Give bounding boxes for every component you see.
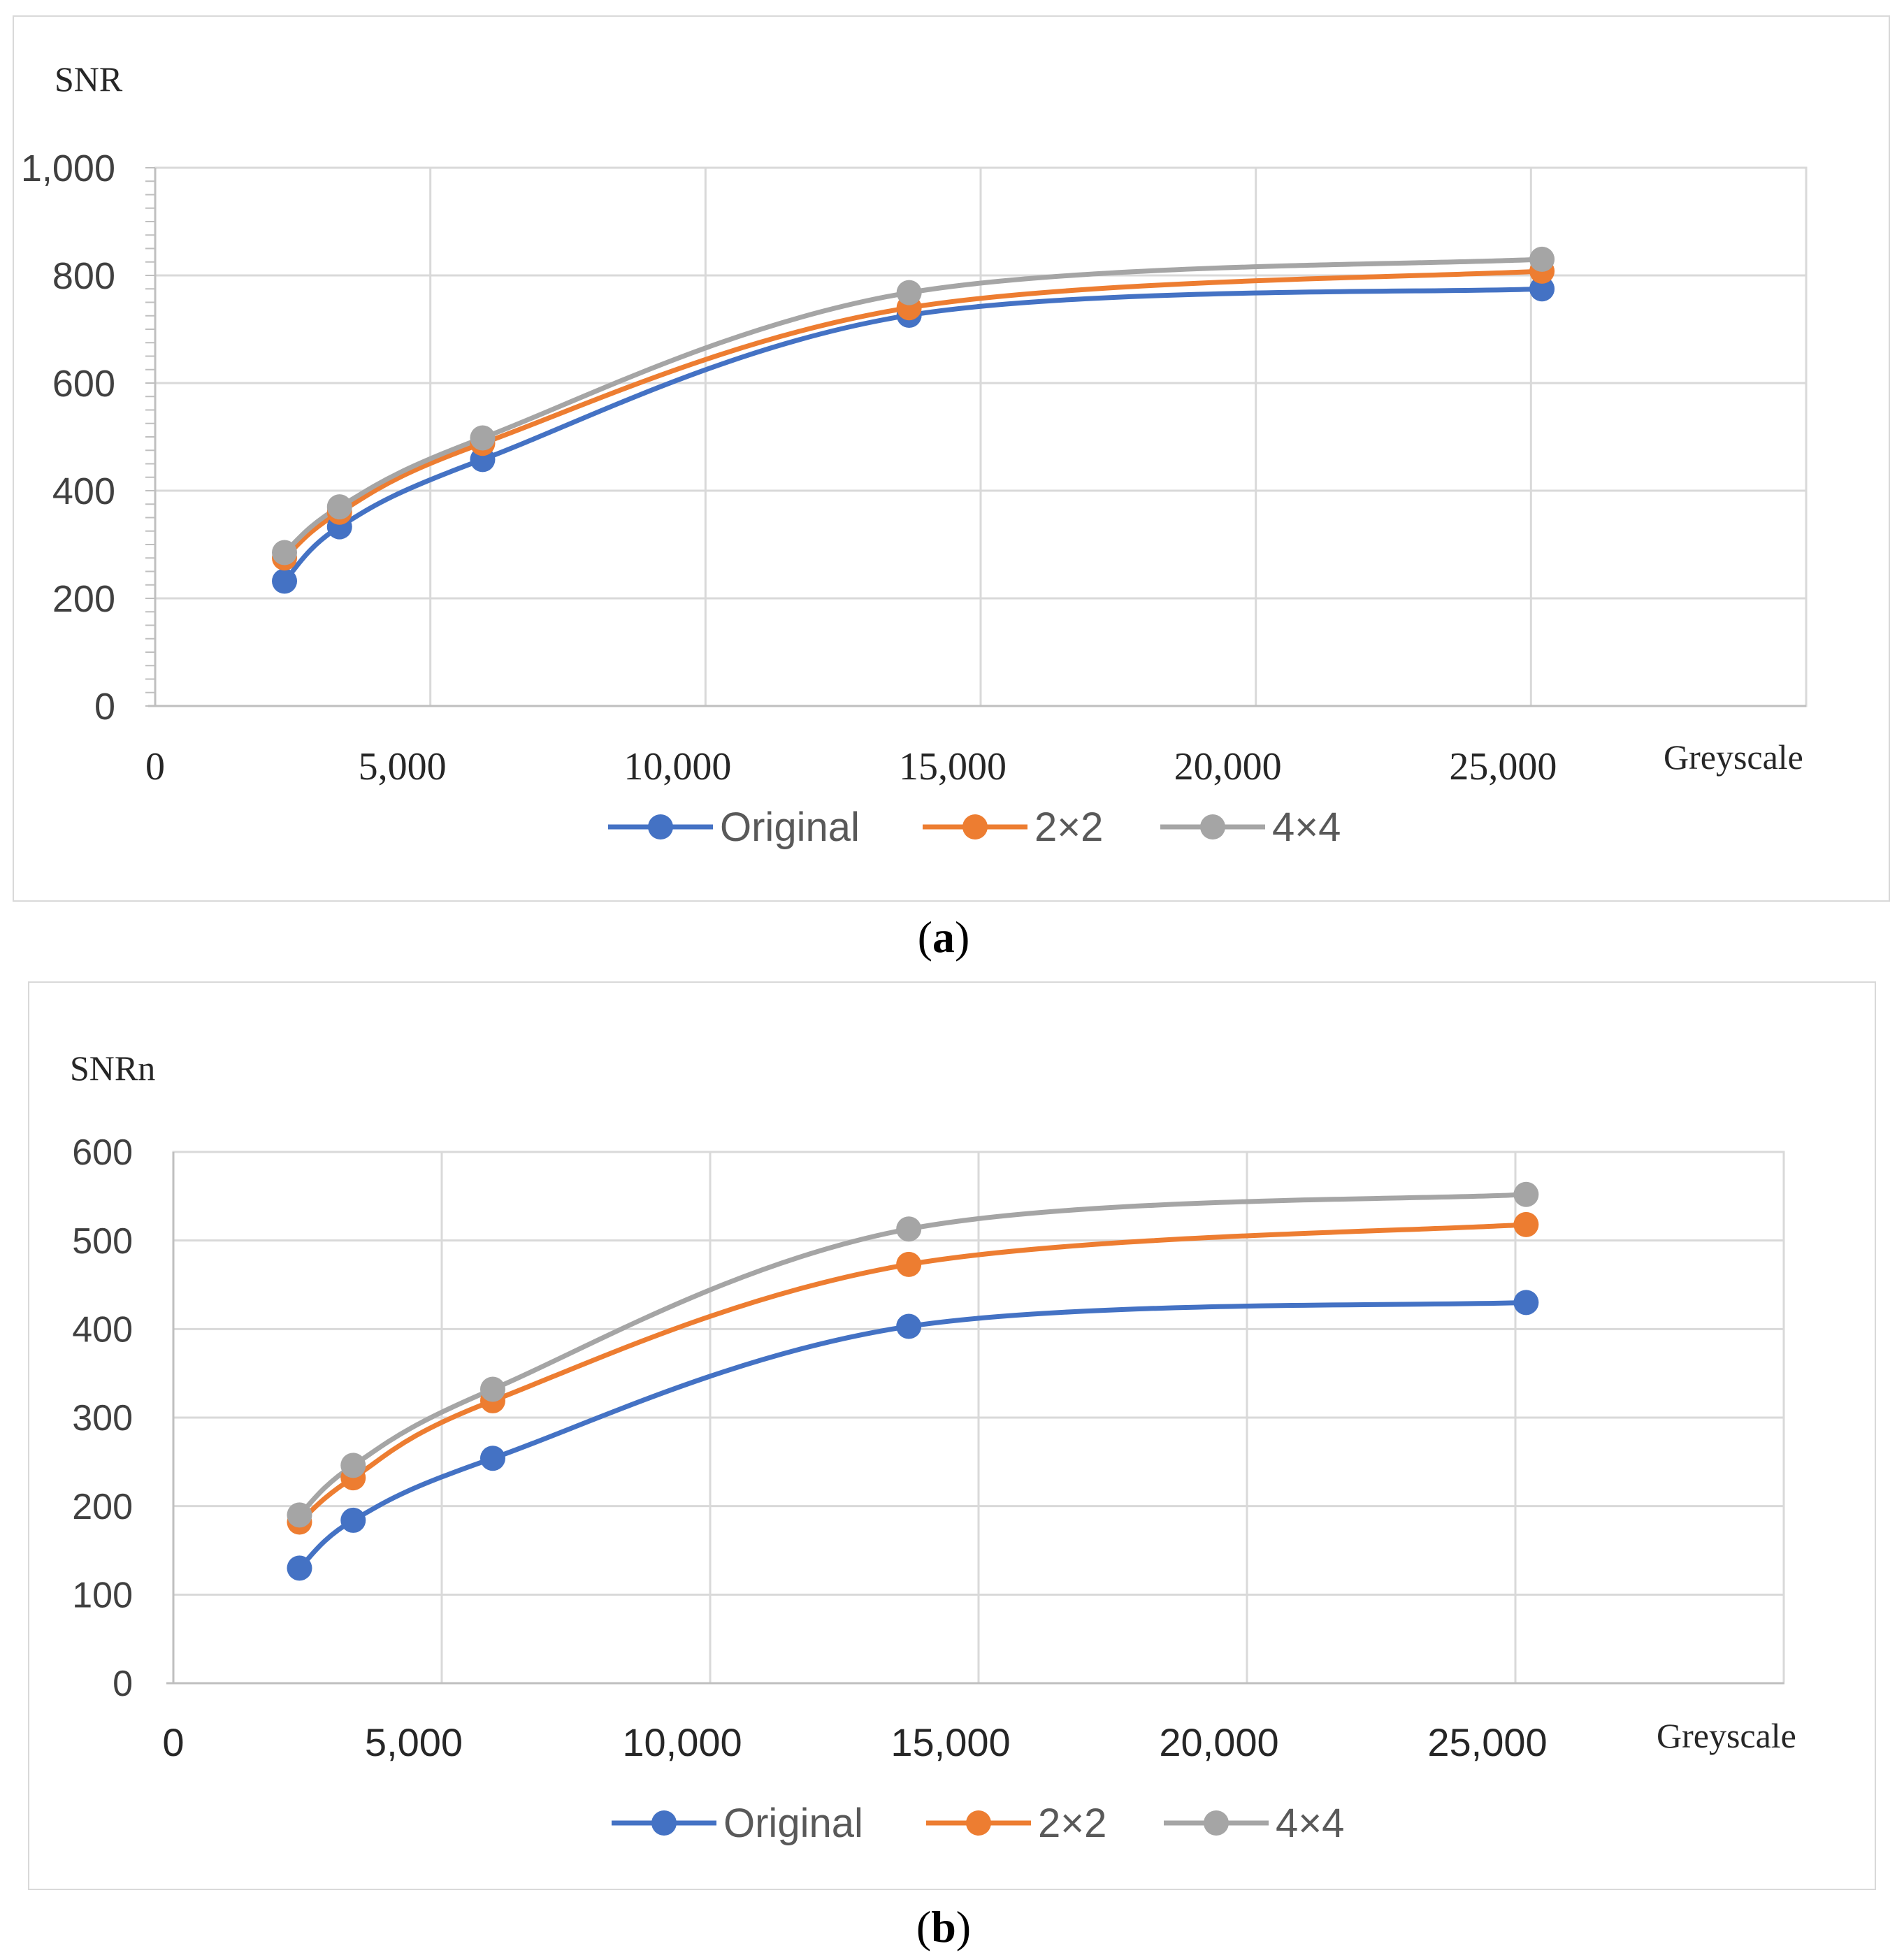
chart-b-series-0-point xyxy=(896,1313,922,1339)
chart-b-series-2-point xyxy=(479,1376,505,1402)
chart-a-x-tick-label: 5,000 xyxy=(359,745,447,788)
chart-a-legend-label-0: Original xyxy=(720,805,860,850)
chart-panel-a xyxy=(13,15,1890,902)
caption-a-letter: a xyxy=(932,912,955,962)
chart-a-x-tick-label: 20,000 xyxy=(1174,745,1282,788)
chart-b-legend-marker-0 xyxy=(651,1810,677,1836)
chart-a-series-2-point xyxy=(272,540,298,565)
chart-a-x-tick-label: 10,000 xyxy=(623,745,731,788)
chart-a-x-tick-label: 15,000 xyxy=(899,745,1007,788)
chart-a-legend-label-1: 2×2 xyxy=(1034,805,1103,850)
chart-b-x-tick-label: 0 xyxy=(162,1720,184,1764)
chart-a-series-0-point xyxy=(272,568,298,594)
chart-b-series-1-point xyxy=(1513,1211,1539,1237)
caption-b-letter: b xyxy=(931,1902,956,1952)
chart-a-legend-marker-2 xyxy=(1200,814,1225,840)
chart-a-y-tick-label: 400 xyxy=(52,470,115,512)
chart-b-series-2-point xyxy=(287,1502,312,1528)
chart-b-legend-label-0: Original xyxy=(723,1801,863,1846)
chart-a-x-tick-label: 25,000 xyxy=(1449,745,1557,788)
chart-a-x-tick-label: 0 xyxy=(145,745,165,788)
chart-a-series-2-point xyxy=(896,280,922,305)
chart-b-x-tick-label: 5,000 xyxy=(365,1720,463,1764)
chart-b-series-line-0 xyxy=(296,1299,1529,1571)
chart-b-x-tick-label: 15,000 xyxy=(890,1720,1010,1764)
chart-b-series-0-point xyxy=(1513,1290,1539,1316)
chart-a-y-tick-label: 1,000 xyxy=(21,147,115,189)
chart-b-y-tick-label: 0 xyxy=(113,1664,133,1704)
chart-b-y-tick-label: 300 xyxy=(72,1398,133,1439)
chart-b-series-1-point xyxy=(896,1251,922,1277)
chart-a-series-2-point xyxy=(470,425,496,451)
chart-b-series-0-point xyxy=(340,1507,366,1533)
chart-b-series-2-point xyxy=(896,1216,922,1242)
chart-b-series-line-2 xyxy=(296,1192,1529,1518)
chart-b-legend-label-1: 2×2 xyxy=(1038,1801,1106,1846)
chart-b-x-tick-label: 25,000 xyxy=(1427,1720,1547,1764)
chart-a-legend-marker-0 xyxy=(648,814,673,840)
caption-a: (a) xyxy=(917,912,970,962)
chart-b-y-tick-label: 600 xyxy=(72,1132,133,1173)
chart-b-series-0-point xyxy=(287,1555,312,1581)
chart-b-x-axis-title: Greyscale xyxy=(1657,1716,1796,1755)
chart-b-series-0-point xyxy=(479,1446,505,1471)
chart-a-y-tick-label: 200 xyxy=(52,578,115,620)
chart-b-x-tick-label: 10,000 xyxy=(622,1720,742,1764)
chart-a-series-2-point xyxy=(1529,246,1555,272)
chart-a-legend-label-2: 4×4 xyxy=(1272,805,1341,850)
chart-b-x-tick-label: 20,000 xyxy=(1159,1720,1278,1764)
chart-b-y-axis-title: SNRn xyxy=(70,1049,155,1088)
chart-b-y-tick-label: 500 xyxy=(72,1221,133,1262)
chart-b-y-tick-label: 200 xyxy=(72,1487,133,1527)
chart-panel-b xyxy=(28,981,1876,1890)
chart-a-y-tick-label: 600 xyxy=(52,363,115,405)
chart-b-series-2-point xyxy=(1513,1181,1539,1207)
chart-b-y-tick-label: 100 xyxy=(72,1576,133,1616)
chart-b-legend-marker-1 xyxy=(966,1810,991,1836)
chart-b-legend-marker-2 xyxy=(1204,1810,1229,1836)
chart-b-series-2-point xyxy=(340,1453,366,1478)
chart-a-series-0-point xyxy=(1529,276,1555,302)
chart-a-y-axis-title: SNR xyxy=(55,59,123,99)
chart-b-y-tick-label: 400 xyxy=(72,1310,133,1350)
chart-a-x-axis-title: Greyscale xyxy=(1664,737,1803,777)
chart-a-series-2-point xyxy=(326,494,352,520)
chart-a-y-tick-label: 800 xyxy=(52,255,115,297)
chart-b-legend-label-2: 4×4 xyxy=(1276,1801,1344,1846)
chart-a-y-tick-label: 0 xyxy=(94,686,115,728)
caption-b: (b) xyxy=(916,1902,972,1952)
chart-a-legend-marker-1 xyxy=(962,814,988,840)
